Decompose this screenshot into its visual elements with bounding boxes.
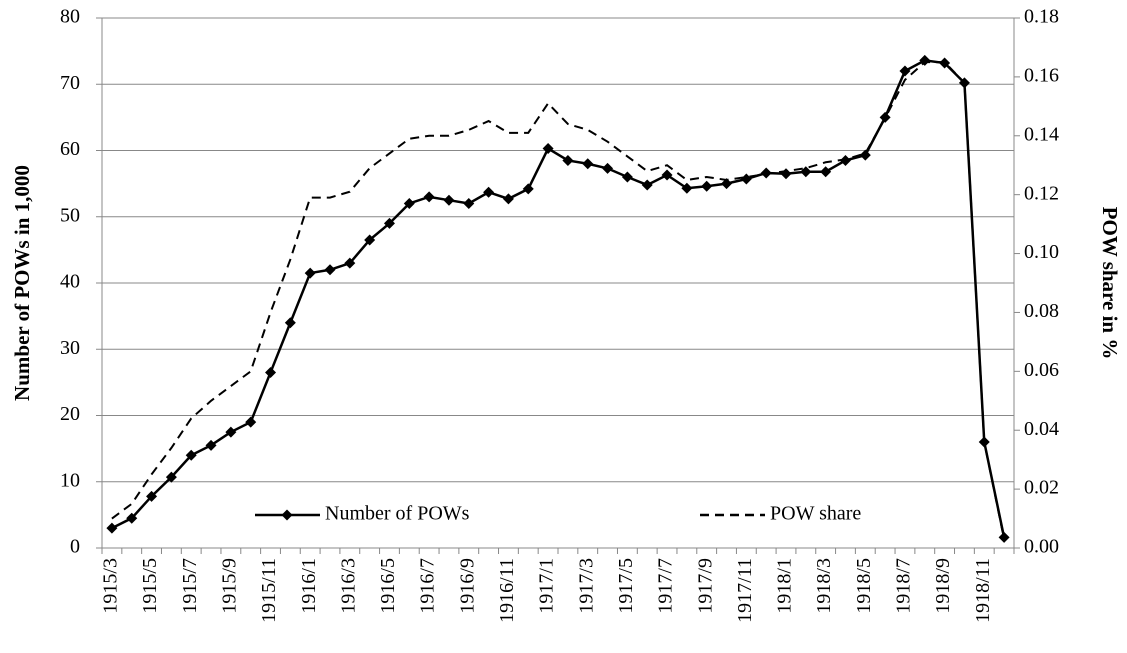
data-point <box>800 166 812 178</box>
series-line <box>111 61 1006 540</box>
data-point <box>602 162 614 174</box>
data-point <box>621 171 633 183</box>
data-point <box>245 416 257 428</box>
data-point <box>859 149 871 161</box>
x-tick-label: 1916/5 <box>377 558 399 614</box>
x-tick-label: 1918/1 <box>774 558 796 614</box>
data-point <box>265 366 277 378</box>
y2-tick-label: 0.02 <box>1024 477 1059 499</box>
data-point <box>721 178 733 190</box>
x-tick-label: 1917/3 <box>575 558 597 614</box>
x-tick-label: 1917/5 <box>615 558 637 614</box>
x-tick-label: 1918/7 <box>893 558 915 614</box>
data-point <box>423 191 435 203</box>
y-tick-label: 80 <box>60 6 80 28</box>
x-tick-label: 1918/5 <box>853 558 875 614</box>
data-point <box>780 168 792 180</box>
data-point <box>185 449 197 461</box>
x-tick-label: 1916/11 <box>496 558 518 623</box>
y2-tick-label: 0.00 <box>1024 536 1059 558</box>
x-tick-label: 1915/7 <box>179 558 201 614</box>
data-point <box>126 512 138 524</box>
data-point <box>919 54 931 66</box>
data-point <box>344 257 356 269</box>
y-tick-label: 10 <box>60 469 80 491</box>
y-tick-label: 70 <box>60 72 80 94</box>
data-point <box>681 182 693 194</box>
x-tick-label: 1916/3 <box>337 558 359 614</box>
x-tick-label: 1916/1 <box>298 558 320 614</box>
data-point <box>165 471 177 483</box>
data-point <box>284 317 296 329</box>
data-point <box>839 154 851 166</box>
y-tick-label: 0 <box>70 536 80 558</box>
data-point <box>483 186 495 198</box>
y-tick-label: 40 <box>60 271 80 293</box>
data-point <box>522 183 534 195</box>
data-point <box>304 267 316 279</box>
data-point <box>998 531 1010 543</box>
legend-label: POW share <box>770 503 861 525</box>
data-point <box>661 169 673 181</box>
data-point <box>899 65 911 77</box>
data-point <box>582 158 594 170</box>
data-point <box>879 111 891 123</box>
x-tick-label: 1915/3 <box>100 558 122 614</box>
data-point <box>562 154 574 166</box>
x-tick-label: 1917/1 <box>536 558 558 614</box>
x-tick-label: 1918/3 <box>813 558 835 614</box>
data-point <box>463 198 475 209</box>
y-tick-label: 20 <box>60 403 80 425</box>
data-point <box>542 143 554 155</box>
x-tick-label: 1915/5 <box>139 558 161 614</box>
legend-marker <box>281 509 293 521</box>
x-tick-label: 1918/11 <box>972 558 994 623</box>
series-line <box>111 59 1006 538</box>
data-point <box>760 167 772 179</box>
y2-tick-label: 0.06 <box>1024 359 1059 381</box>
data-point <box>641 179 653 191</box>
x-tick-label: 1915/9 <box>218 558 240 614</box>
x-tick-label: 1916/9 <box>456 558 478 614</box>
data-point <box>740 173 752 185</box>
data-point <box>324 264 336 276</box>
y2-axis-title: POW share in % <box>1098 207 1122 360</box>
y2-tick-label: 0.16 <box>1024 64 1059 86</box>
y2-tick-label: 0.18 <box>1024 6 1059 28</box>
y2-tick-label: 0.08 <box>1024 300 1059 322</box>
x-tick-label: 1915/11 <box>258 558 280 623</box>
data-point <box>146 490 158 502</box>
y2-tick-label: 0.04 <box>1024 418 1059 440</box>
legend-label: Number of POWs <box>325 503 470 525</box>
x-tick-label: 1917/7 <box>655 558 677 614</box>
x-tick-label: 1918/9 <box>932 558 954 614</box>
data-point <box>383 217 395 229</box>
y-tick-label: 60 <box>60 138 80 160</box>
y-axis-title: Number of POWs in 1,000 <box>10 165 34 401</box>
data-point <box>205 439 217 451</box>
data-point <box>364 234 376 246</box>
data-point <box>443 194 455 206</box>
y-tick-label: 50 <box>60 204 80 226</box>
data-point <box>502 193 514 205</box>
x-tick-label: 1917/9 <box>694 558 716 614</box>
y-tick-label: 30 <box>60 337 80 359</box>
data-point <box>225 426 237 438</box>
x-tick-label: 1917/11 <box>734 558 756 623</box>
y2-tick-label: 0.14 <box>1024 123 1059 145</box>
y2-tick-label: 0.10 <box>1024 241 1059 263</box>
data-point <box>106 522 118 534</box>
data-point <box>820 166 832 178</box>
data-point <box>701 180 713 192</box>
y2-tick-label: 0.12 <box>1024 182 1059 204</box>
x-tick-label: 1916/7 <box>417 558 439 614</box>
data-point <box>403 198 415 209</box>
